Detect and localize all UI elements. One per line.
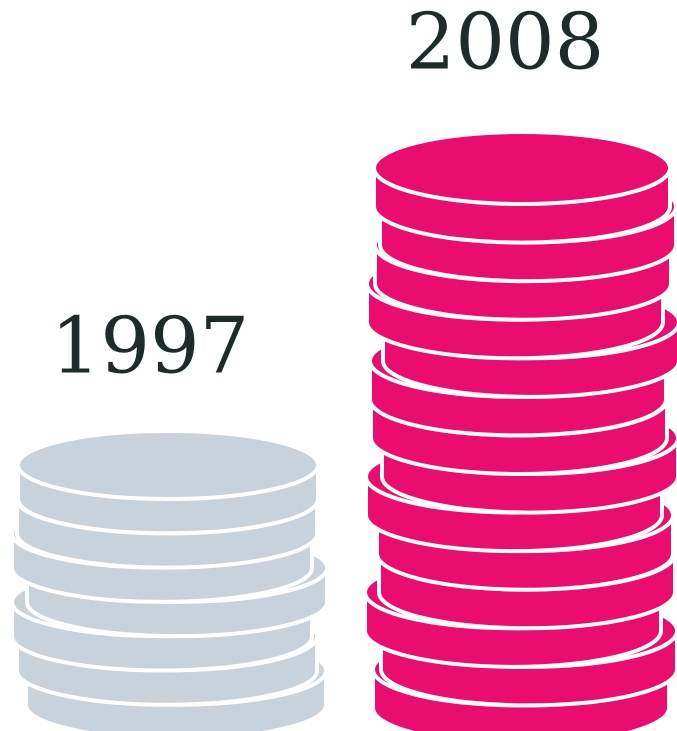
coin-stack xyxy=(10,429,329,731)
coin-face xyxy=(16,429,320,501)
coin-face xyxy=(372,130,672,206)
year-label: 2008 xyxy=(406,0,605,88)
year-label: 1997 xyxy=(51,302,250,392)
coin-stack xyxy=(363,130,677,731)
